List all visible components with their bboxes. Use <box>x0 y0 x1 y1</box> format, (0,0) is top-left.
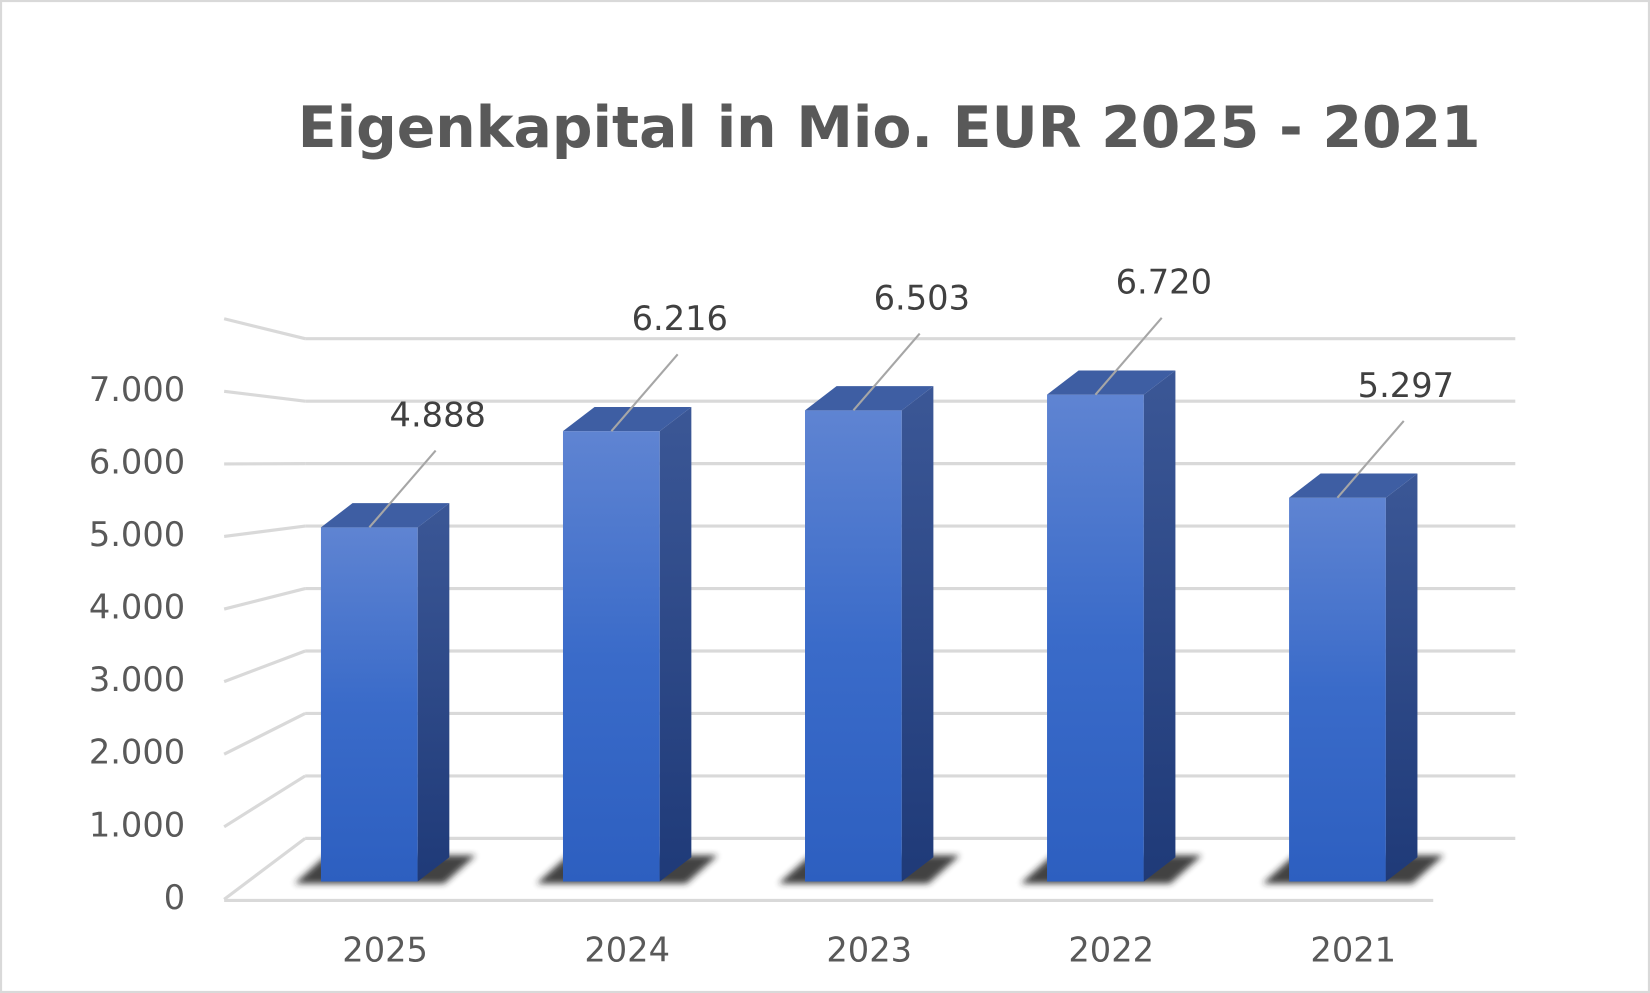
x-tick-label: 2022 <box>1068 930 1154 969</box>
bar-top <box>1047 370 1176 395</box>
bar-side <box>659 406 692 882</box>
bar <box>1047 394 1144 882</box>
grid-line-diagonal <box>223 524 306 539</box>
leader-line <box>1336 420 1405 499</box>
data-label: 4.888 <box>390 395 486 434</box>
y-tick-label: 1.000 <box>89 805 185 844</box>
grid-line-diagonal <box>223 317 306 341</box>
x-tick-label: 2021 <box>1310 930 1396 969</box>
leader-line <box>368 449 437 529</box>
grid-line-diagonal <box>223 389 306 403</box>
bar-side <box>1385 473 1418 882</box>
grid-line-diagonal <box>223 774 307 829</box>
grid-line-diagonal <box>223 712 306 756</box>
y-tick-label: 4.000 <box>89 588 185 627</box>
bar-top <box>1289 473 1418 498</box>
bar-side <box>901 386 934 882</box>
grid-line-diagonal <box>223 649 306 684</box>
y-tick-label: 7.000 <box>89 370 185 409</box>
grid-line-diagonal <box>223 837 307 901</box>
x-tick-label: 2024 <box>584 930 670 969</box>
bar-side <box>1143 370 1176 882</box>
chart-title: Eigenkapital in Mio. EUR 2025 - 2021 <box>298 95 1481 161</box>
bar-top <box>805 386 934 411</box>
leader-line <box>852 332 921 412</box>
bar <box>562 431 660 882</box>
data-label: 6.720 <box>1116 263 1212 302</box>
y-tick-label: 6.000 <box>89 442 185 481</box>
bar <box>805 410 902 882</box>
y-tick-label: 0 <box>164 878 185 917</box>
bar <box>320 527 418 882</box>
x-tick-label: 2025 <box>342 930 428 969</box>
leader-line <box>610 353 679 432</box>
y-tick-label: 3.000 <box>89 660 185 699</box>
data-label: 6.503 <box>874 278 970 317</box>
data-label: 6.216 <box>632 299 728 338</box>
bar <box>1289 497 1386 882</box>
grid-line-diagonal <box>223 587 306 611</box>
bar-top <box>320 503 450 528</box>
x-tick-label: 2023 <box>826 930 912 969</box>
y-tick-label: 2.000 <box>89 733 185 772</box>
bar-side <box>417 503 450 882</box>
leader-line <box>1094 317 1163 396</box>
y-tick-label: 5.000 <box>89 515 185 554</box>
data-label: 5.297 <box>1358 366 1454 405</box>
bar-top <box>562 406 692 432</box>
